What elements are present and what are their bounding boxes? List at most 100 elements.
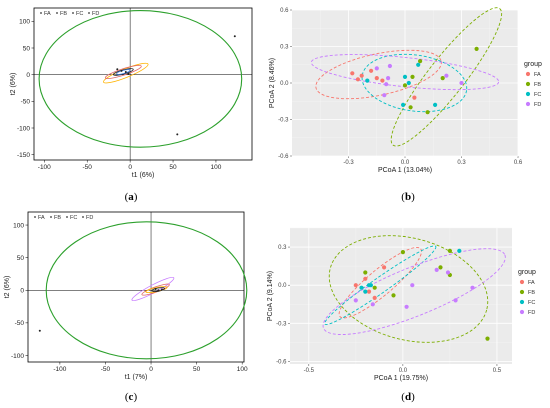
group-ellipse-fd [131,276,175,302]
point-fb [363,270,368,275]
plot-frame [27,211,245,363]
point-fc [416,62,421,67]
x-tick-label-3: 50 [169,164,177,171]
point-fd [384,82,389,87]
point-fa [350,71,355,76]
point-fc [365,78,370,83]
point-fb [391,293,396,298]
sample-point [124,71,127,73]
y-tick-label-4: -0.6 [278,154,289,160]
point-fa [359,73,364,78]
panel-a: -100 -50 0 50 100 100 50 0 -50 -100 -150 t1 (6%) t2 … [10,7,253,179]
caption-d: (d) [401,391,415,403]
point-fb [438,265,443,270]
y-tick-label-3: -0.6 [276,359,287,365]
group-ellipse-fb [390,7,503,147]
legend-title: group [524,61,542,68]
group-ellipse-fd [103,62,149,84]
legend-marker-fd [82,216,84,218]
legend-label-fc: FC [528,300,535,306]
point-fc [401,102,406,107]
y-axis-label: t2 (6%) [4,276,11,299]
legend-marker-fc [519,299,525,305]
x-tick-label-1: -50 [83,164,93,171]
y-tick-label-2: -0.3 [276,321,287,327]
point-fb [418,59,423,64]
sample-point [116,68,119,71]
legend-label-fc: FC [70,215,77,221]
y-tick-label-1: 0.3 [280,45,289,51]
point-fb [485,336,490,341]
hotelling-t2-ellipse [45,221,248,360]
legend-marker-fd [519,309,525,315]
point-fd [470,285,475,290]
legend-label-fc: FC [76,11,83,17]
y-tick-label-3: -50 [15,320,25,327]
x-tick-label-1: 0.0 [399,368,408,374]
caption-d-letter: d [405,391,411,403]
caption-b-letter: b [405,191,411,203]
x-tick-label-3: 0.6 [514,160,523,166]
group-ellipse-fc [116,69,131,75]
y-tick-label-0: 0.3 [278,245,287,251]
legend-label-fd: FD [534,102,541,108]
y-tick-label-4: -100 [11,353,24,360]
x-tick-label-0: -100 [38,164,51,171]
x-tick-label-4: 100 [211,164,222,171]
point-fb [408,105,413,110]
legend-label-fd: FD [528,310,535,316]
x-axis-label: t1 (6%) [132,172,155,179]
legend-label-fb: FB [534,82,541,88]
legend-label-fa: FA [528,280,535,286]
x-tick-label-4: 100 [237,366,248,373]
point-fd [459,80,464,86]
point-fc [359,285,364,290]
legend-label-fb: FB [54,215,61,221]
point-fd [387,63,392,69]
sample-point [176,133,179,136]
point-fb [372,285,377,290]
legend-marker-fa [40,12,42,14]
y-tick-label-0: 0.6 [280,8,289,14]
y-axis-label: t2 (6%) [10,73,17,96]
caption-c: (c) [125,391,138,403]
point-fd [353,298,358,303]
point-fa [369,68,374,73]
point-fb [474,46,479,52]
legend-label-fa: FA [534,72,541,78]
point-fc [402,74,408,79]
y-tick-label-1: 0.0 [278,283,287,289]
point-fa [363,276,368,281]
legend-title: group [518,269,536,276]
sample-point [233,35,236,38]
point-fd [370,302,375,307]
x-axis-label: PCoA 1 (13.04%) [378,167,432,174]
y-tick-label-0: 100 [19,19,30,26]
point-fc [457,248,462,253]
y-tick-label-3: -0.3 [278,118,289,124]
legend-label-fd: FD [86,215,93,221]
x-tick-label-2: 0 [149,366,153,373]
point-fd [445,270,451,275]
point-fb [447,248,452,253]
point-fd [453,298,458,303]
point-fb [425,110,430,115]
panel-d: -0.5 0.0 0.5 0.3 0.0 -0.3 -0.6 PCoA 1 (19.75%) P… [267,227,536,382]
point-fd [444,73,449,78]
x-tick-label-1: 0.0 [401,160,410,166]
point-fa [366,289,372,294]
legend-marker-fc [66,216,68,218]
x-tick-label-3: 50 [193,366,201,373]
group-ellipse-fc [361,53,468,113]
point-fb [402,83,408,88]
sample-point [154,288,157,290]
y-tick-label-5: -150 [17,152,30,159]
caption-c-letter: c [129,391,134,403]
point-fa [353,283,358,288]
group-ellipse-fa [104,65,142,79]
point-fa [412,95,417,100]
legend-label-fb: FB [528,290,535,296]
y-tick-label-2: 0 [26,72,30,79]
y-tick-label-0: 100 [13,222,24,229]
hotelling-t2-ellipse [38,10,243,148]
